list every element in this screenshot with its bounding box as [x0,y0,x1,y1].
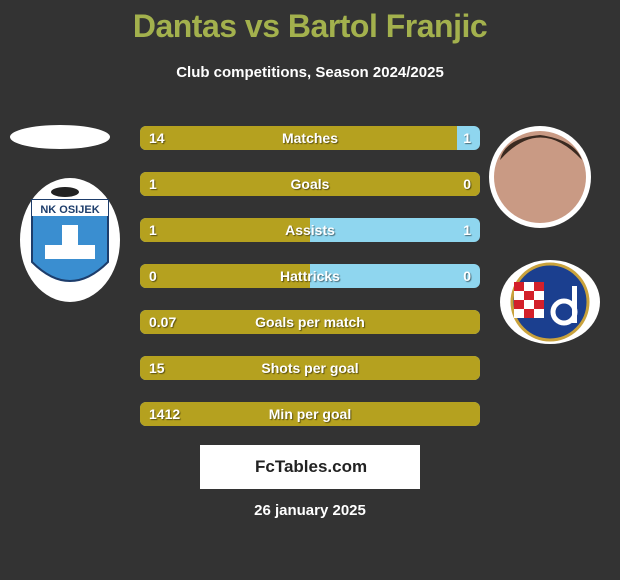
bridge [45,245,95,259]
stat-row: 0 Hattricks 0 [140,264,480,288]
left-fill [140,402,480,426]
title: Dantas vs Bartol Franjic [132,8,488,44]
stat-row: 14 Matches 1 [140,126,480,150]
left-value: 0.07 [149,314,177,330]
brand: FcTables.com [255,457,368,476]
cat [51,187,79,197]
tower [62,225,78,245]
dinamo-letter-stem [572,286,577,323]
brand-box: FcTables.com [200,445,420,489]
left-value: 1 [149,176,157,192]
stat-label: Hattricks [280,268,340,284]
stat-label: Goals [290,176,330,192]
right-value: 0 [463,268,471,284]
left-value: 1412 [149,406,181,422]
logo-text: NK OSIJEK [40,204,99,216]
stat-row: 1 Assists 1 [140,218,480,242]
hair [500,135,582,160]
stat-row: 15 Shots per goal [140,356,480,380]
right-value: 0 [463,176,471,192]
stat-row: 1412 Min per goal [140,402,480,426]
left-fill [140,126,458,150]
right-value: 1 [463,130,471,146]
stat-label: Min per goal [268,406,352,422]
left-fill [140,356,480,380]
left-value: 0 [149,268,157,284]
stat-label: Assists [285,222,335,238]
subtitle: Club competitions, Season 2024/2025 [176,64,444,81]
left-value: 14 [149,130,165,146]
stat-label: Matches [281,130,339,146]
left-value: 1 [149,222,157,238]
left-value: 15 [149,360,165,376]
stat-row: 0.07 Goals per match [140,310,480,334]
stat-label: Goals per match [255,314,365,330]
left-fill [140,218,310,242]
right-value: 1 [463,222,471,238]
left-fill [140,172,480,196]
shield-band [32,200,108,216]
left-fill [140,310,480,334]
face [494,131,586,223]
stat-label: Shots per goal [261,360,359,376]
stat-row: 1 Goals 0 [140,172,480,196]
placeholder-oval [10,125,110,149]
date: 26 january 2025 [254,502,366,519]
left-fill [140,264,310,288]
checker [514,282,544,318]
